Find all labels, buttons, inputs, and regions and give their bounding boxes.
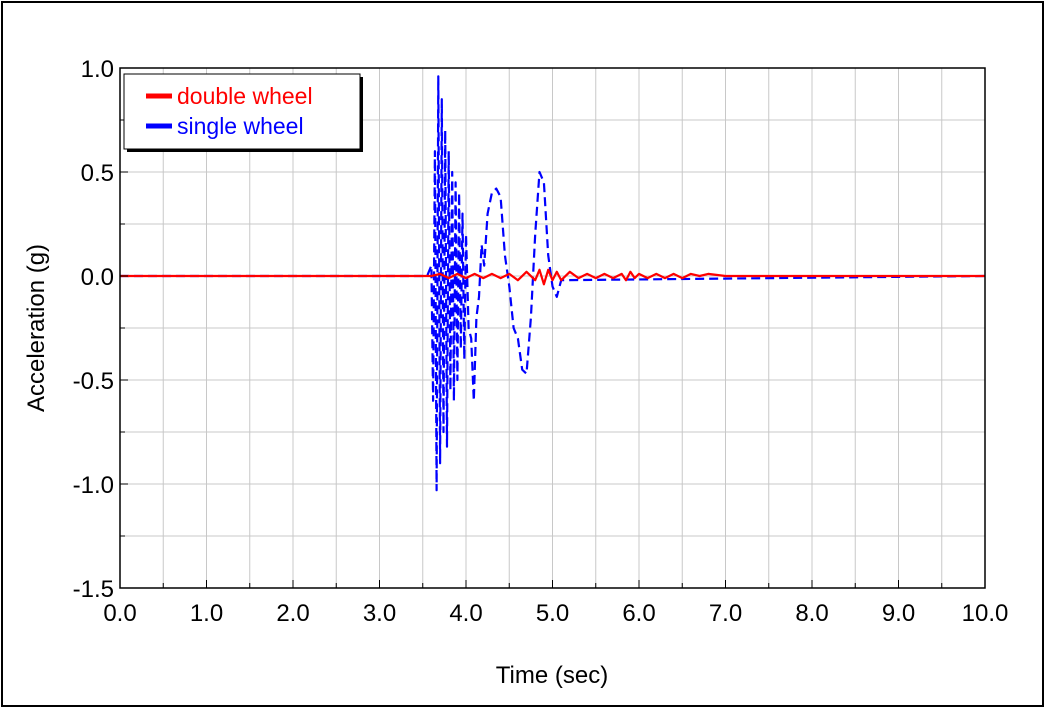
series-line-double-wheel bbox=[120, 268, 985, 286]
x-tick-labels: 0.0 1.0 2.0 3.0 4.0 5.0 6.0 7.0 8.0 9.0 10.0 bbox=[103, 600, 1008, 627]
x-tick-label: 0.0 bbox=[103, 600, 136, 627]
y-tick-label: -0.5 bbox=[73, 368, 114, 395]
legend-label-double-wheel: double wheel bbox=[177, 83, 313, 109]
x-tick-label: 7.0 bbox=[709, 600, 742, 627]
x-axis-title: Time (sec) bbox=[496, 662, 608, 689]
y-axis-title: Acceleration (g) bbox=[23, 244, 50, 412]
x-tick-label: 3.0 bbox=[363, 600, 396, 627]
y-tick-label: -1.5 bbox=[73, 576, 114, 603]
y-tick-label: 1.0 bbox=[81, 56, 114, 83]
series-layer bbox=[120, 75, 986, 492]
y-tick-label: 0.0 bbox=[81, 264, 114, 291]
x-tick-label: 4.0 bbox=[449, 600, 482, 627]
x-tick-label: 5.0 bbox=[536, 600, 569, 627]
x-tick-label: 10.0 bbox=[962, 600, 1009, 627]
legend-box bbox=[123, 73, 361, 150]
x-tick-label: 1.0 bbox=[190, 600, 223, 627]
x-tick-label: 9.0 bbox=[882, 600, 915, 627]
legend: double wheel single wheel bbox=[123, 73, 363, 152]
x-tick-label: 2.0 bbox=[276, 600, 309, 627]
x-tick-label: 6.0 bbox=[622, 600, 655, 627]
x-tick-label: 8.0 bbox=[795, 600, 828, 627]
series-line-single-wheel bbox=[120, 75, 986, 492]
y-tick-label: -1.0 bbox=[73, 472, 114, 499]
y-tick-labels: 1.0 0.5 0.0 -0.5 -1.0 -1.5 bbox=[73, 56, 114, 603]
legend-label-single-wheel: single wheel bbox=[177, 113, 304, 139]
y-tick-label: 0.5 bbox=[81, 160, 114, 187]
axis-ticks bbox=[119, 67, 986, 589]
